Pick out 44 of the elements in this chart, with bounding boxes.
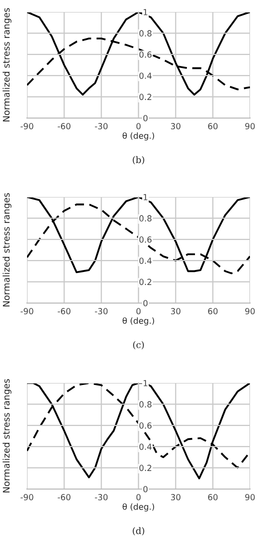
x-tick-label: -60 xyxy=(58,123,70,130)
y-tick-label: 0 xyxy=(143,300,148,306)
x-axis-title: θ (deg.) xyxy=(122,132,154,140)
y-tick-label: 0.8 xyxy=(139,30,152,36)
y-tick-label: 0.4 xyxy=(139,258,152,264)
text: (d) xyxy=(132,527,144,536)
y-tick-label: 0.2 xyxy=(139,94,152,100)
y-axis-title: Normalized stress ranges xyxy=(2,193,12,306)
y-tick-label: 0.6 xyxy=(139,422,152,429)
y-tick-label: 0.2 xyxy=(139,278,152,286)
x-tick-label: -60 xyxy=(58,494,70,500)
x-tick-label: 60 xyxy=(208,123,218,130)
x-tick-label: 60 xyxy=(208,308,218,314)
y-tick-label: 0.8 xyxy=(139,215,152,222)
y-tick-label: 0.4 xyxy=(139,72,152,79)
text: (b) xyxy=(132,156,144,164)
y-tick-label: 0 xyxy=(143,486,148,492)
x-tick-label: -90 xyxy=(20,123,34,130)
y-tick-label: 0.8 xyxy=(139,401,152,408)
x-tick-label: 90 xyxy=(245,494,255,500)
y-tick-label: 0.2 xyxy=(139,464,152,472)
x-tick-label: -90 xyxy=(20,494,34,500)
x-tick-label: 30 xyxy=(171,123,180,130)
y-tick-label: 0.6 xyxy=(139,51,152,58)
x-tick-label: -30 xyxy=(94,308,108,314)
x-tick-label: 90 xyxy=(245,308,255,314)
x-tick-label: 30 xyxy=(171,494,180,500)
x-tick-label: 30 xyxy=(171,308,180,314)
y-tick-label: 0.6 xyxy=(139,236,152,243)
text: (c) xyxy=(133,341,144,350)
x-tick-label: 90 xyxy=(245,123,255,130)
x-axis-title: θ (deg.) xyxy=(122,317,154,326)
y-axis-title: Normalized stress ranges xyxy=(2,379,12,492)
y-tick-label: 1 xyxy=(144,194,148,200)
x-tick-label: -30 xyxy=(94,123,108,130)
x-tick-label: -90 xyxy=(20,308,34,314)
x-tick-label: -60 xyxy=(58,308,70,314)
y-tick-label: 0.4 xyxy=(139,444,152,450)
x-axis-title: θ (deg.) xyxy=(122,503,154,512)
y-tick-label: 1 xyxy=(144,9,148,16)
x-tick-label: -30 xyxy=(94,494,108,500)
x-tick-label: 60 xyxy=(208,494,218,500)
y-tick-label: 0 xyxy=(143,114,148,122)
y-axis-title: Normalized stress ranges xyxy=(2,8,12,122)
